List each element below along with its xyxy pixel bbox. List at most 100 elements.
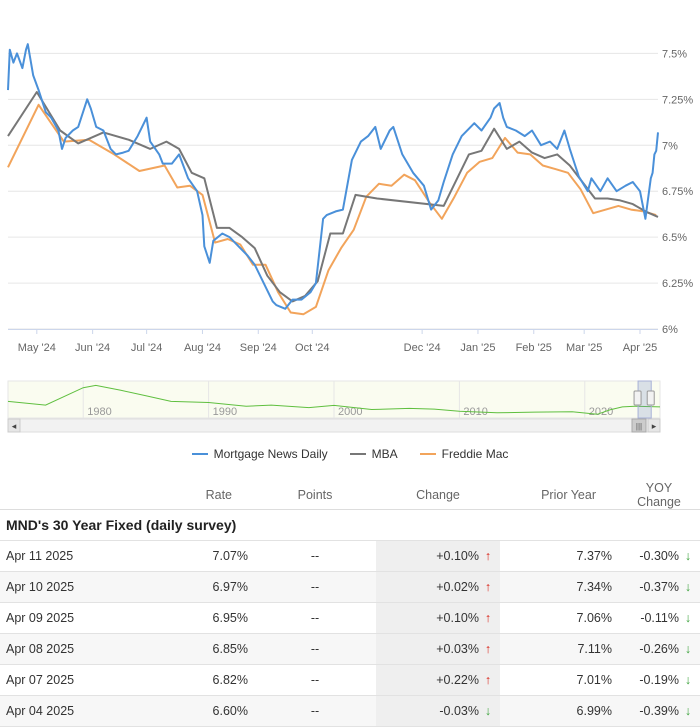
change-cell: +0.10% ↑ (376, 602, 500, 634)
points-cell-value: -- (310, 704, 320, 718)
header-yoy-change: YOY Change (637, 481, 681, 509)
change-cell-value: +0.03% (436, 642, 479, 656)
y-tick-label: 6.75% (662, 186, 693, 198)
navigator-scrollbar-track (7, 418, 661, 433)
section-title: MND's 30 Year Fixed (daily survey) (0, 509, 700, 541)
yoy-change-cell-value: -0.39% (639, 704, 679, 718)
rate-cell-value: 6.95% (212, 611, 248, 625)
chart-legend: Mortgage News Daily MBA Freddie Mac (0, 443, 700, 465)
date-cell-value: Apr 04 2025 (6, 704, 75, 718)
legend-item-mba[interactable]: MBA (349, 447, 398, 461)
yoy-change-cell: -0.26% ↓ (618, 633, 700, 665)
points-cell-value: -- (310, 611, 320, 625)
navigator-history-line (7, 384, 661, 415)
header-date (0, 481, 152, 510)
header-points: Points (297, 488, 333, 502)
rate-cell: 6.85% (152, 633, 254, 665)
change-cell: -0.03% ↓ (376, 695, 500, 727)
rate-cell: 7.07% (152, 540, 254, 572)
navigator-handle-right (646, 390, 655, 406)
x-tick-label: Jun '24 (75, 342, 110, 354)
y-tick-label: 7.5% (662, 48, 687, 60)
section-row: MND's 30 Year Fixed (daily survey) (0, 509, 700, 541)
arrow-down-icon: ↓ (684, 549, 692, 563)
arrow-down-icon: ↓ (684, 580, 692, 594)
x-tick-label: Oct '24 (295, 342, 330, 354)
yoy-change-cell: -0.11% ↓ (618, 602, 700, 634)
change-cell-value: +0.02% (436, 580, 479, 594)
yoy-change-cell-value: -0.37% (639, 580, 679, 594)
x-tick-label: May '24 (18, 342, 56, 354)
yoy-change-cell: -0.19% ↓ (618, 664, 700, 696)
legend-label-mba: MBA (371, 447, 398, 461)
prior-year-cell: 7.34% (500, 571, 618, 603)
y-axis-ticks: 7.5% 7.25% 7% 6.75% 6.5% 6.25% 6% (662, 48, 693, 336)
date-cell-value: Apr 10 2025 (6, 580, 75, 594)
table-row: Apr 09 2025 6.95% -- +0.10% ↑ 7.06% -0.11% ↓ (0, 602, 700, 634)
prior-year-cell: 6.99% (500, 695, 618, 727)
arrow-up-icon: ↑ (484, 642, 492, 656)
date-cell: Apr 09 2025 (0, 602, 152, 634)
change-cell-value: +0.10% (436, 611, 479, 625)
date-cell-value: Apr 11 2025 (6, 549, 74, 563)
arrow-up-icon: ↑ (484, 549, 492, 563)
change-cell: +0.22% ↑ (376, 664, 500, 696)
arrow-down-icon: ↓ (684, 673, 692, 687)
points-cell-value: -- (310, 549, 320, 563)
series-line-freddie (7, 103, 657, 316)
arrow-down-icon: ↓ (684, 611, 692, 625)
table-row: Apr 07 2025 6.82% -- +0.22% ↑ 7.01% -0.19% ↓ (0, 664, 700, 696)
y-tick-label: 7% (662, 140, 678, 152)
scroll-left-button (7, 418, 21, 433)
navigator-handle-left (633, 390, 642, 406)
legend-label-mnd: Mortgage News Daily (213, 447, 328, 461)
change-cell-value: +0.22% (436, 673, 479, 687)
range-navigator[interactable]: 1980 1990 2000 2010 2020|||◂ ▸ (7, 380, 661, 433)
y-tick-label: 7.25% (662, 94, 693, 106)
change-cell: +0.03% ↑ (376, 633, 500, 665)
navigator-scrollbar-thumb (631, 418, 647, 433)
x-tick-label: Dec '24 (404, 342, 441, 354)
x-tick-label: Feb '25 (516, 342, 552, 354)
change-cell-value: -0.03% (439, 704, 479, 718)
prior-year-cell-value: 6.99% (576, 704, 612, 718)
yoy-change-cell: -0.30% ↓ (618, 540, 700, 572)
rate-cell-value: 6.60% (212, 704, 248, 718)
prior-year-cell: 7.01% (500, 664, 618, 696)
x-tick-label: Apr '25 (623, 342, 658, 354)
prior-year-cell-value: 7.01% (576, 673, 612, 687)
scroll-right-button (647, 418, 661, 433)
legend-item-mnd[interactable]: Mortgage News Daily (191, 447, 328, 461)
prior-year-cell-value: 7.34% (576, 580, 612, 594)
yoy-change-cell-value: -0.11% (640, 611, 679, 625)
x-tick-label: Jan '25 (460, 342, 495, 354)
date-cell: Apr 10 2025 (0, 571, 152, 603)
date-cell: Apr 04 2025 (0, 695, 152, 727)
table-header-row: Rate Points Change Prior Year YOY Change (0, 481, 700, 510)
rate-cell-value: 7.07% (212, 549, 248, 563)
date-cell: Apr 08 2025 (0, 633, 152, 665)
table-row: Apr 10 2025 6.97% -- +0.02% ↑ 7.34% -0.37% ↓ (0, 571, 700, 603)
legend-swatch-mnd (191, 453, 208, 455)
change-cell-value: +0.10% (436, 549, 479, 563)
legend-swatch-freddie (419, 453, 436, 455)
points-cell-value: -- (310, 673, 320, 687)
points-cell: -- (254, 633, 376, 665)
navigator-year-label: 1990 (213, 406, 237, 418)
scroll-right-arrow-icon: ▸ (652, 421, 657, 431)
series-lines (7, 43, 659, 316)
header-rate: Rate (205, 488, 232, 502)
navigator-year-label: 1980 (87, 406, 111, 418)
points-cell: -- (254, 571, 376, 603)
legend-label-freddie: Freddie Mac (441, 447, 509, 461)
legend-item-freddie[interactable]: Freddie Mac (419, 447, 509, 461)
points-cell: -- (254, 695, 376, 727)
rates-table: Rate Points Change Prior Year YOY Change… (0, 481, 700, 727)
y-tick-label: 6.25% (662, 278, 693, 290)
date-cell-value: Apr 08 2025 (6, 642, 75, 656)
arrow-down-icon: ↓ (684, 642, 692, 656)
y-gridlines (8, 52, 658, 330)
prior-year-cell-value: 7.11% (577, 642, 612, 656)
prior-year-cell: 7.06% (500, 602, 618, 634)
points-cell: -- (254, 664, 376, 696)
